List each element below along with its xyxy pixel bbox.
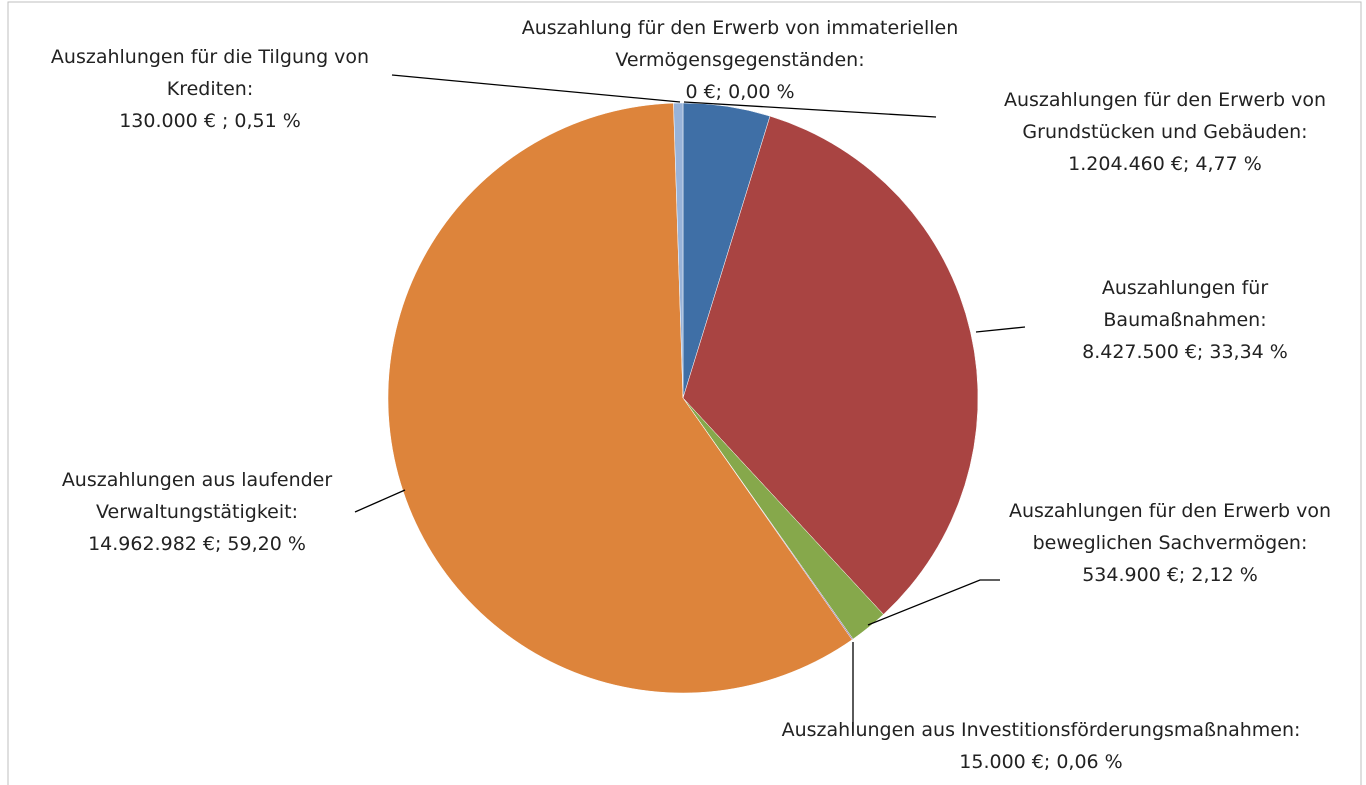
slice-label: Auszahlungen für den Erwerb von Grundstü… (965, 84, 1365, 180)
slice-value: 8.427.500 €; 33,34 % (1082, 341, 1288, 363)
slice-label: Auszahlungen aus Investitionsförderungsm… (721, 714, 1361, 778)
slice-name: Auszahlungen aus Investitionsförderungsm… (781, 719, 1301, 741)
leader-line (391, 74, 681, 103)
slice-value: 14.962.982 €; 59,20 % (88, 533, 306, 555)
slice-label: Auszahlungen für die Tilgung von Kredite… (20, 41, 400, 137)
slice-value: 15.000 €; 0,06 % (959, 751, 1123, 773)
slice-value: 534.900 €; 2,12 % (1082, 564, 1258, 586)
leader-line (975, 326, 1026, 333)
slice-value: 0 €; 0,00 % (685, 81, 795, 103)
slice-label: Auszahlungen für den Erwerb von beweglic… (995, 495, 1345, 591)
slice-label: Auszahlungen aus laufender Verwaltungstä… (27, 464, 367, 560)
slice-label: Auszahlungen für Baumaßnahmen: 8.427.500 … (1070, 272, 1300, 368)
slice-label: Auszahlung für den Erwerb von immateriel… (470, 12, 1010, 108)
slice-name: Auszahlungen für Baumaßnahmen: (1101, 277, 1269, 331)
slice-value: 1.204.460 €; 4,77 % (1068, 153, 1262, 175)
slice-name: Auszahlungen für den Erwerb von Grundstü… (1003, 89, 1327, 143)
slice-name: Auszahlung für den Erwerb von immateriel… (521, 17, 959, 71)
pie-slice (682, 115, 979, 615)
leader-line (354, 489, 406, 513)
slice-value: 130.000 € ; 0,51 % (119, 110, 301, 132)
leader-line (867, 579, 1000, 626)
pie-slice (673, 102, 684, 399)
slice-name: Auszahlungen für den Erwerb von beweglic… (1008, 500, 1332, 554)
leader-line (683, 101, 937, 118)
slice-name: Auszahlungen für die Tilgung von Kredite… (50, 46, 370, 100)
chart-frame (7, 1, 1362, 785)
slice-name: Auszahlungen aus laufender Verwaltungstä… (61, 469, 333, 523)
